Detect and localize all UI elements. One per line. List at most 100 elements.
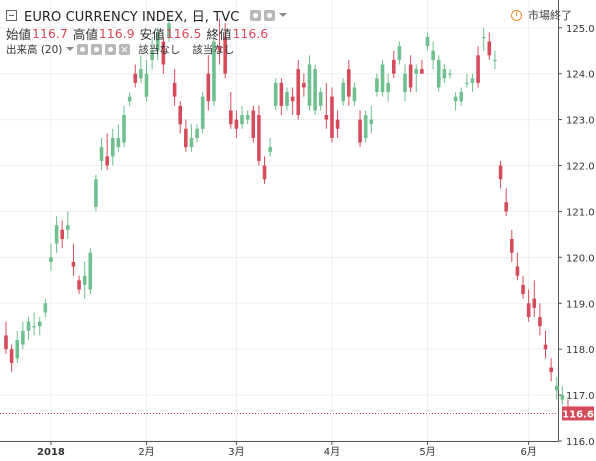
open-label: 始値	[6, 26, 32, 42]
candle-body	[335, 119, 340, 129]
symbol-title[interactable]: EURO CURRENCY INDEX, 日, TVC	[24, 9, 240, 25]
volume-chevron-down-icon[interactable]	[66, 47, 75, 51]
settings-icon[interactable]	[250, 9, 262, 21]
candle-body	[538, 317, 542, 327]
volume-na-1: 該当なし	[138, 43, 181, 56]
candle-body	[240, 115, 244, 125]
candle-body	[245, 115, 250, 120]
volume-settings-icon-2[interactable]	[91, 43, 103, 55]
y-tick-label: 122.0	[566, 162, 595, 173]
candle-body	[391, 59, 396, 74]
candle-body	[60, 229, 64, 239]
candle-body	[26, 321, 31, 331]
candle-body	[268, 147, 272, 152]
candle-body	[420, 69, 424, 74]
candle-body	[139, 69, 143, 79]
candle-body	[273, 82, 278, 106]
candle-body	[32, 326, 36, 328]
candle-body	[459, 92, 464, 102]
candle-body	[251, 110, 256, 138]
clock-icon	[511, 9, 522, 21]
candle-body	[431, 50, 435, 60]
candle-body	[94, 179, 98, 207]
candle-body	[341, 82, 345, 102]
candle-body	[543, 344, 548, 350]
x-tick-label: 2月	[138, 446, 154, 458]
volume-label[interactable]: 出来高 (20)	[6, 43, 63, 56]
candle-body	[49, 257, 53, 262]
candle-body	[510, 238, 514, 253]
high-label: 高値	[72, 26, 98, 42]
candle-body	[257, 115, 261, 161]
y-tick-label: 123.0	[566, 116, 595, 127]
candle-body	[352, 87, 357, 102]
volume-row: 出来高 (20) 該当なし 該当なし	[6, 42, 234, 56]
settings-icon-2[interactable]	[264, 9, 276, 21]
candle-body	[37, 321, 42, 327]
candle-body	[150, 50, 154, 60]
y-tick-label: 116.0	[566, 437, 595, 448]
candle-body	[453, 96, 458, 102]
symbol-row: EURO CURRENCY INDEX, 日, TVC	[6, 6, 288, 25]
close-value: 116.6	[232, 25, 269, 41]
candle-body	[307, 64, 312, 106]
y-tick-label: 119.0	[566, 299, 595, 310]
candle-body	[82, 275, 87, 285]
y-tick-label: 120.0	[566, 253, 595, 264]
candle-body	[99, 147, 104, 161]
candle-body	[105, 156, 109, 166]
candle-body	[229, 110, 233, 125]
candle-body	[448, 73, 452, 75]
volume-close-icon[interactable]	[119, 43, 131, 55]
candle-body	[425, 36, 430, 47]
candle-body	[21, 330, 25, 345]
candle-body	[302, 82, 306, 88]
candle-body	[184, 128, 188, 148]
candle-body	[9, 349, 14, 363]
candle-body	[318, 92, 323, 106]
y-tick-label: 121.0	[566, 207, 595, 218]
candle-body	[515, 266, 520, 276]
candle-body	[43, 303, 48, 313]
open-value: 116.7	[32, 25, 68, 41]
high-value: 116.9	[98, 25, 135, 41]
candle-body	[481, 36, 486, 39]
candle-body	[110, 137, 115, 157]
candle-body	[217, 46, 222, 51]
candle-body	[470, 78, 475, 83]
candle-body	[380, 64, 385, 93]
market-status-text: 市場終了	[528, 9, 572, 22]
volume-na-2: 該当なし	[192, 43, 235, 56]
candle-body	[408, 64, 413, 88]
candle-body	[363, 115, 368, 138]
candle-body	[200, 96, 205, 129]
candle-body	[554, 385, 559, 391]
candle-body	[324, 115, 329, 120]
candle-body	[66, 225, 70, 230]
volume-settings-icon[interactable]	[77, 43, 89, 55]
candle-body	[358, 119, 362, 143]
y-tick-label: 117.0	[566, 391, 595, 402]
candle-body	[279, 82, 284, 106]
candle-body	[155, 32, 160, 51]
candle-body	[15, 339, 20, 359]
x-tick-label: 3月	[228, 446, 244, 458]
last-price-tag	[562, 406, 594, 421]
collapse-icon[interactable]	[6, 9, 17, 21]
candle-body	[234, 119, 239, 129]
candle-body	[487, 41, 492, 56]
candle-body	[436, 59, 441, 88]
candle-body	[532, 298, 537, 308]
candle-body	[212, 41, 216, 102]
candle-body	[88, 252, 93, 290]
volume-settings-icon-3[interactable]	[105, 43, 117, 55]
candle-body	[526, 303, 531, 318]
candle-body	[4, 335, 8, 350]
y-tick-label: 118.0	[566, 345, 595, 356]
chevron-down-icon[interactable]	[279, 13, 288, 17]
x-tick-label: 6月	[520, 446, 536, 458]
candle-body	[172, 82, 177, 97]
low-value: 116.5	[165, 25, 202, 41]
x-tick-label: 2018	[37, 447, 65, 458]
